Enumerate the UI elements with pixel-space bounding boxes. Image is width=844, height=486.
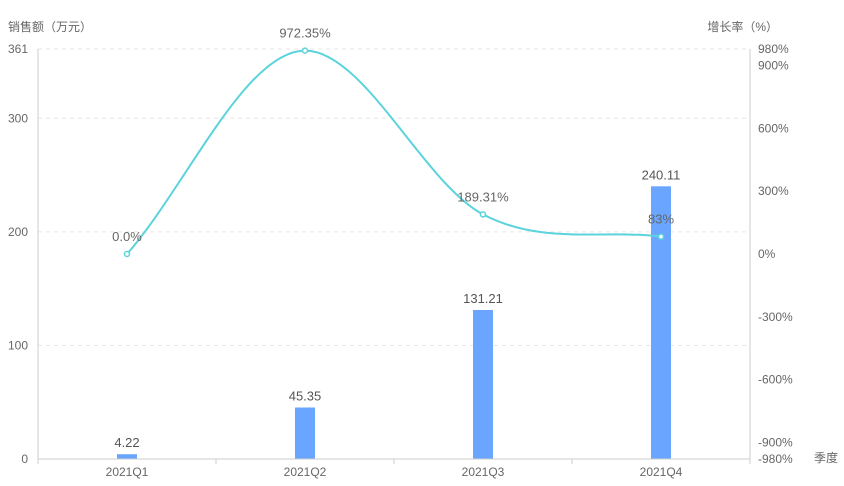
- y-right-tick-label: 900%: [758, 59, 789, 73]
- bar-series: 4.22 45.35 131.21 240.11: [114, 167, 680, 459]
- x-tick-label: 2021Q1: [106, 465, 149, 479]
- bar: [473, 309, 493, 459]
- y-left-tick-label: 361: [8, 42, 28, 56]
- line-value-label: 0.0%: [112, 229, 142, 244]
- y-right-tick-label: -300%: [758, 310, 793, 324]
- y-right-axis-title: 增长率（%）: [707, 19, 778, 34]
- x-tick-label: 2021Q3: [462, 465, 505, 479]
- line-series: 0.0% 972.35% 189.31% 83%: [112, 26, 674, 258]
- growth-rate-line: [126, 49, 662, 255]
- y-left-tick-label: 0: [21, 452, 28, 466]
- y-right-tick-label: 980%: [758, 42, 789, 56]
- y-right-tick-label: -980%: [758, 452, 793, 466]
- y-left-tick-label: 100: [8, 338, 28, 352]
- y-right-tick-label: -900%: [758, 435, 793, 449]
- y-right-tick-label: 300%: [758, 184, 789, 198]
- x-tick-label: 2021Q2: [284, 465, 327, 479]
- line-point: [301, 47, 309, 54]
- y-right-tick-label: -600%: [758, 373, 793, 387]
- bar-value-label: 131.21: [463, 291, 503, 306]
- y-left-tick-label: 300: [8, 111, 28, 125]
- bar-value-label: 4.22: [114, 435, 139, 450]
- bar: [651, 186, 671, 459]
- line-value-label: 972.35%: [279, 26, 331, 41]
- bar: [117, 454, 137, 459]
- y-left-tick-label: 200: [8, 225, 28, 239]
- line-point: [479, 211, 487, 218]
- line-value-label: 83%: [648, 212, 674, 227]
- line-value-label: 189.31%: [457, 189, 509, 204]
- y-left-axis-title: 销售额（万元）: [8, 19, 92, 34]
- y-right-tick-label: 600%: [758, 121, 789, 135]
- x-tick-label: 2021Q4: [640, 465, 683, 479]
- bar-value-label: 240.11: [642, 167, 681, 182]
- y-right-tick-label: 0%: [758, 247, 776, 261]
- bar: [295, 407, 315, 459]
- bar-value-label: 45.35: [289, 388, 322, 403]
- x-axis-title: 季度: [814, 450, 838, 465]
- line-point: [657, 233, 665, 240]
- grid-lines: [38, 48, 750, 346]
- line-point: [123, 250, 131, 258]
- axes: 0 100 200 300 361 -980% -900% -600% -300% 0% 300% 6…: [8, 42, 793, 479]
